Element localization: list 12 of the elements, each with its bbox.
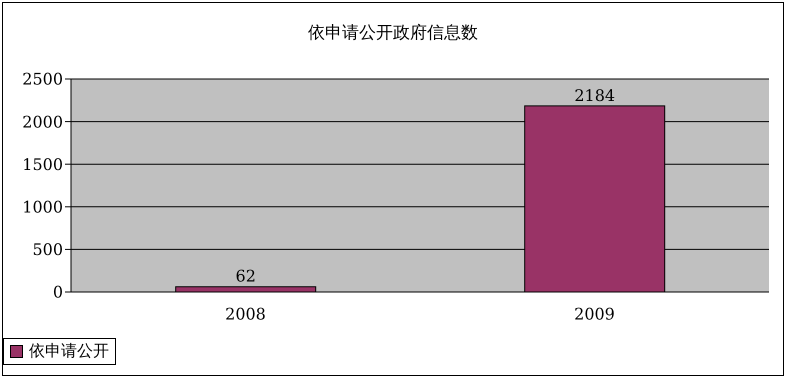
x-tick-label: 2009	[574, 304, 615, 324]
y-tick-label: 500	[32, 240, 63, 260]
data-label: 62	[236, 266, 256, 286]
y-tick-label: 0	[52, 282, 63, 302]
chart-title: 依申请公开政府信息数	[307, 22, 479, 44]
y-tick-label: 1000	[22, 197, 63, 216]
y-tick-label: 2500	[22, 70, 63, 89]
legend-label: 依申请公开	[29, 341, 109, 362]
data-label: 2184	[574, 86, 616, 105]
y-tick-label: 1500	[22, 154, 63, 174]
y-tick-label: 2000	[22, 112, 63, 132]
x-tick-label: 2008	[225, 304, 266, 324]
